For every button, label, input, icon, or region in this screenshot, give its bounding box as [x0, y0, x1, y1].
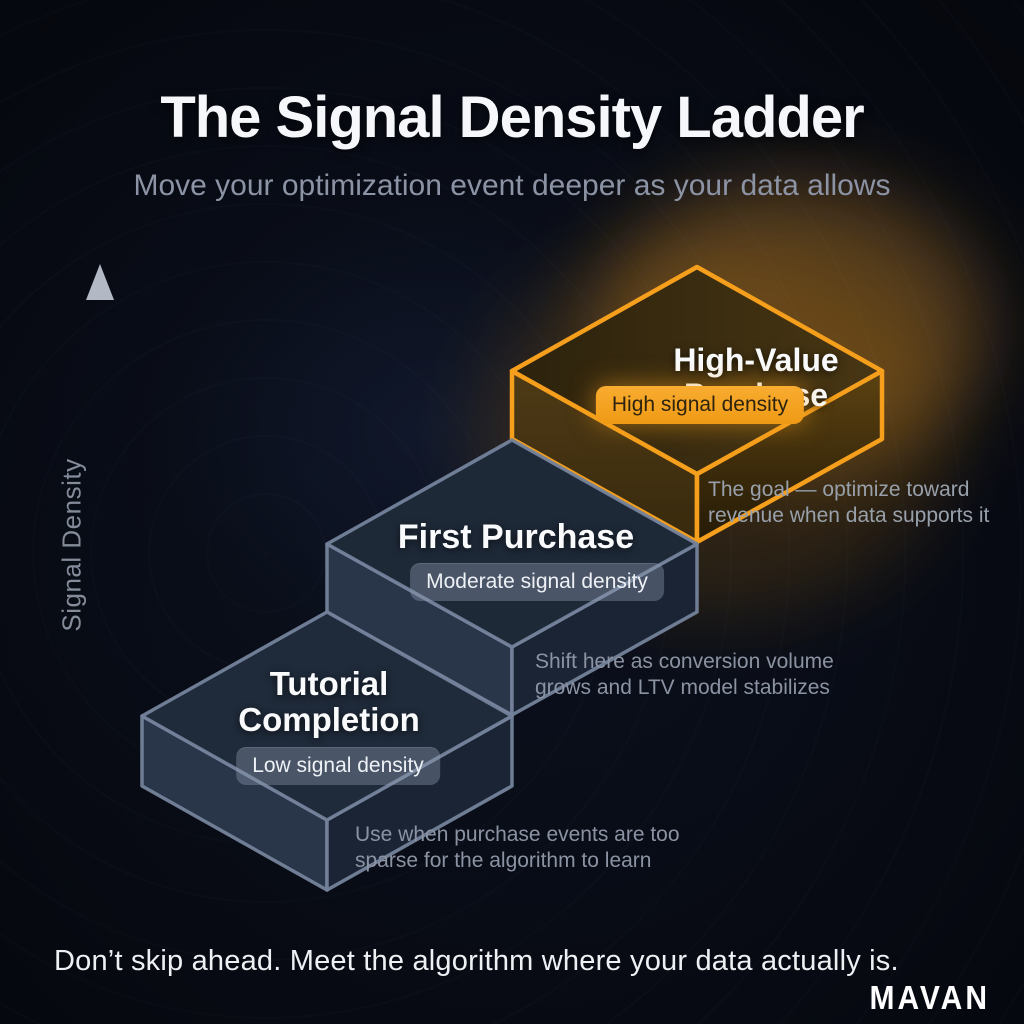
badge-moderate-signal-density: Moderate signal density	[410, 563, 664, 601]
badge-low-signal-density: Low signal density	[236, 747, 440, 785]
step-1-top-face	[140, 610, 514, 822]
annotation-first-purchase: Shift here as conversion volume grows an…	[535, 650, 834, 699]
badge-high-signal-density: High signal density	[595, 386, 805, 424]
arrow-head	[86, 264, 114, 300]
page-subtitle: Move your optimization event deeper as y…	[133, 169, 891, 202]
step-2-first-purchase-box	[325, 438, 699, 717]
step-title-tutorial-completion: Tutorial Completion	[238, 665, 420, 739]
step-1-tutorial-completion-box	[140, 610, 514, 892]
page-title: The Signal Density Ladder	[160, 85, 864, 150]
annotation-high-value-purchase: The goal — optimize toward revenue when …	[708, 478, 990, 527]
step-2-top-face	[325, 438, 699, 649]
signal-density-arrow	[86, 264, 114, 790]
mavan-logo: MAVAN	[869, 980, 990, 1017]
tagline: Don’t skip ahead. Meet the algorithm whe…	[54, 945, 899, 977]
axis-label: Signal Density	[56, 458, 87, 632]
annotation-tutorial-completion: Use when purchase events are too sparse …	[355, 823, 680, 872]
step-title-first-purchase: First Purchase	[397, 518, 635, 556]
